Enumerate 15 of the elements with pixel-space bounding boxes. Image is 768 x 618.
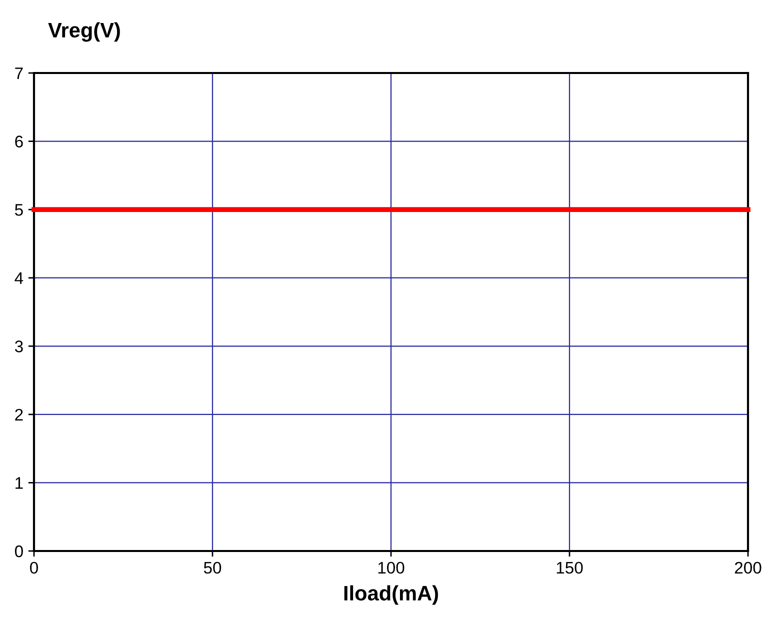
- y-axis-title: Vreg(V): [48, 22, 120, 42]
- y-tick-label: 6: [15, 136, 23, 148]
- y-tick-label: 2: [15, 408, 23, 420]
- y-tick-label: 7: [15, 68, 23, 80]
- x-tick-label: 100: [378, 562, 404, 574]
- x-tick-label: 0: [30, 562, 38, 574]
- y-tick-label: 0: [14, 545, 23, 558]
- y-tick-label: 4: [14, 272, 24, 284]
- y-tick-label: 3: [14, 340, 23, 352]
- x-tick-label: 150: [556, 562, 583, 574]
- x-tick-label: 200: [734, 562, 762, 574]
- x-axis-title: Iload(mA): [344, 585, 438, 605]
- y-tick-label: 5: [14, 204, 23, 216]
- y-tick-label: 1: [16, 477, 23, 489]
- x-tick-label: 50: [204, 562, 222, 574]
